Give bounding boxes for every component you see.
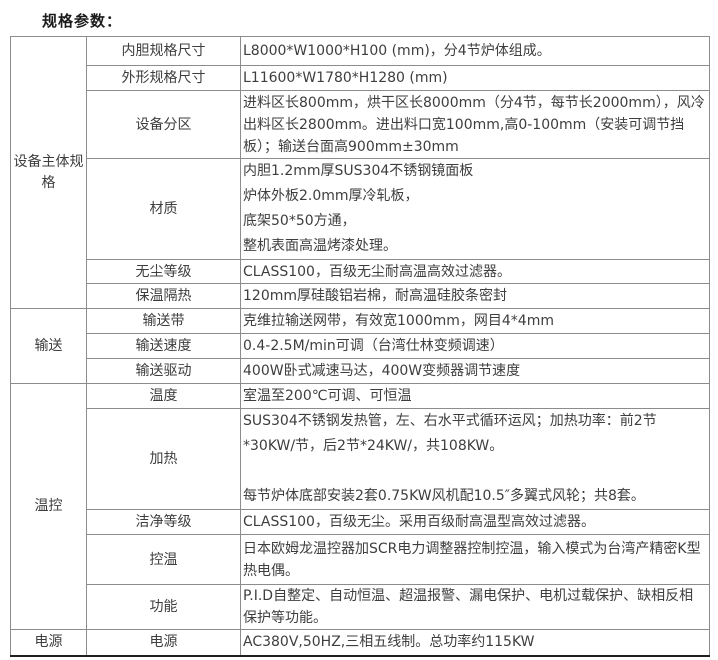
param-name-cell: 电源 [86, 629, 241, 656]
table-row: 设备主体规格 内胆规格尺寸 L8000*W1000*H100 (mm)，分4节炉体组… [10, 36, 710, 309]
param-value-cell: L11600*W1780*H1280 (mm) [240, 65, 710, 91]
value-line [243, 459, 707, 484]
value-line: 炉体外板2.0mm厚冷轧板， [243, 188, 419, 204]
param-name-cell: 无尘等级 [86, 259, 241, 284]
table-row: 电源 电源 AC380V,50HZ,三相五线制。总功率约115KW [10, 629, 710, 656]
value-line: 每节炉体底部安装2套0.75KW风机配10.5″多翼式风轮；共8套。 [243, 488, 645, 504]
param-value-cell: 克维拉输送网带，有效宽1000mm，网目4*4mm [240, 308, 710, 334]
table-row: 功能 P.I.D自整定、自动恒温、超温报警、漏电保护、电机过载保护、缺相反相保护等… [11, 584, 710, 630]
page-title: 规格参数： [42, 12, 123, 30]
param-value-cell: SUS304不锈钢发热管，左、右水平式循环运风；加热功率：前2节*30KW/节，… [240, 408, 710, 510]
param-name-cell: 内胆规格尺寸 [86, 36, 241, 66]
table-row: 保温隔热 120mm厚硅酸铝岩棉，耐高温硅胶条密封 [11, 283, 710, 309]
param-name-cell: 输送驱动 [86, 358, 241, 384]
param-name-cell: 设备分区 [86, 90, 241, 159]
param-value-cell: CLASS100，百级无尘耐高温高效过滤器。 [240, 259, 710, 284]
table-row: 输送 输送带 克维拉输送网带，有效宽1000mm，网目4*4mm [10, 308, 710, 384]
table-row: 输送速度 0.4-2.5M/min可调（台湾仕林变频调速） [11, 333, 710, 359]
spec-table-body: 设备主体规格 内胆规格尺寸 L8000*W1000*H100 (mm)，分4节炉体组… [10, 36, 710, 656]
param-name-cell: 温度 [86, 383, 241, 409]
category-cell-1: 输送 [10, 308, 87, 384]
param-name-cell: 外形规格尺寸 [86, 65, 241, 91]
param-value-cell: 日本欧姆龙温控器加SCR电力调整器控制控温，输入模式为台湾产精密K型热电偶。 [240, 534, 710, 585]
table-row: 加热 SUS304不锈钢发热管，左、右水平式循环运风；加热功率：前2节*30KW/… [11, 408, 710, 510]
param-value-cell: 进料区长800mm，烘干区长8000mm（分4节，每节长2000mm），风冷出料… [240, 90, 710, 159]
param-name-cell: 输送带 [86, 308, 241, 334]
table-row: 输送驱动 400W卧式减速马达，400W变频器调节速度 [11, 358, 710, 384]
param-value-cell: P.I.D自整定、自动恒温、超温报警、漏电保护、电机过载保护、缺相反相保护等功能… [240, 584, 710, 630]
spec-table: 设备主体规格 内胆规格尺寸 L8000*W1000*H100 (mm)，分4节炉体组… [10, 36, 710, 657]
param-name-cell: 保温隔热 [86, 283, 241, 309]
table-row: 无尘等级 CLASS100，百级无尘耐高温高效过滤器。 [11, 259, 710, 284]
param-value-cell: L8000*W1000*H100 (mm)，分4节炉体组成。 [240, 36, 710, 66]
value-line: 整机表面高温烤漆处理。 [243, 238, 397, 254]
category-cell-0: 设备主体规格 [10, 36, 87, 309]
value-line: SUS304不锈钢发热管，左、右水平式循环运风；加热功率：前2节*30KW/节，… [243, 413, 657, 454]
param-name-cell: 输送速度 [86, 333, 241, 359]
category-cell-2: 温控 [10, 383, 87, 630]
param-value-cell: AC380V,50HZ,三相五线制。总功率约115KW [240, 629, 710, 656]
value-line: 内胆1.2mm厚SUS304不锈钢镜面板 [243, 163, 474, 179]
table-row: 材质 内胆1.2mm厚SUS304不锈钢镜面板 炉体外板2.0mm厚冷轧板， 底架50… [11, 158, 710, 260]
table-row: 控温 日本欧姆龙温控器加SCR电力调整器控制控温，输入模式为台湾产精密K型热电偶。 [11, 534, 710, 585]
param-value-cell: 400W卧式减速马达，400W变频器调节速度 [240, 358, 710, 384]
param-name-cell: 控温 [86, 534, 241, 585]
param-name-cell: 功能 [86, 584, 241, 630]
param-value-cell: CLASS100，百级无尘。采用百级耐高温型高效过滤器。 [240, 509, 710, 535]
table-row: 设备分区 进料区长800mm，烘干区长8000mm（分4节，每节长2000mm），… [11, 90, 710, 159]
param-value-cell: 120mm厚硅酸铝岩棉，耐高温硅胶条密封 [240, 283, 710, 309]
table-row: 温控 温度 室温至200℃可调、可恒温 [10, 383, 710, 630]
param-name-cell: 加热 [86, 408, 241, 510]
table-row: 洁净等级 CLASS100，百级无尘。采用百级耐高温型高效过滤器。 [11, 509, 710, 535]
param-name-cell: 洁净等级 [86, 509, 241, 535]
param-name-cell: 材质 [86, 158, 241, 260]
category-cell-3: 电源 [10, 629, 87, 656]
value-line: 底架50*50方通， [243, 213, 356, 229]
param-value-cell: 0.4-2.5M/min可调（台湾仕林变频调速） [240, 333, 710, 359]
param-value-cell: 室温至200℃可调、可恒温 [240, 383, 710, 409]
table-row: 外形规格尺寸 L11600*W1780*H1280 (mm) [11, 65, 710, 91]
param-value-cell: 内胆1.2mm厚SUS304不锈钢镜面板 炉体外板2.0mm厚冷轧板， 底架50*5… [240, 158, 710, 260]
